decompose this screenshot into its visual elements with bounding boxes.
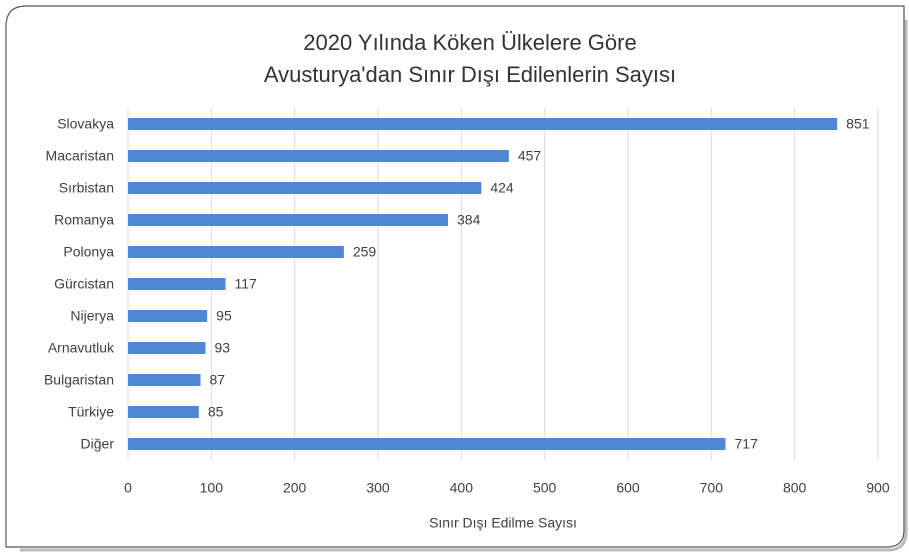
x-tick-label: 0 xyxy=(124,480,132,496)
y-tick-label: Gürcistan xyxy=(54,276,114,292)
y-tick-label: Slovakya xyxy=(57,116,114,132)
bar xyxy=(128,150,509,162)
x-tick-label: 900 xyxy=(866,480,890,496)
value-label: 259 xyxy=(353,244,377,260)
y-tick-label: Nijerya xyxy=(70,308,114,324)
value-label: 717 xyxy=(735,436,759,452)
y-tick-label: Macaristan xyxy=(46,148,114,164)
chart-title: 2020 Yılında Köken Ülkelere Göre xyxy=(303,30,636,55)
x-tick-label: 800 xyxy=(783,480,807,496)
value-label: 384 xyxy=(457,212,481,228)
value-label: 85 xyxy=(208,404,224,420)
frame-shadow xyxy=(20,20,908,552)
x-tick-label: 700 xyxy=(700,480,724,496)
x-tick-label: 300 xyxy=(366,480,390,496)
y-tick-label: Bulgaristan xyxy=(44,372,114,388)
bar xyxy=(128,342,206,354)
bar xyxy=(128,182,482,194)
value-label: 95 xyxy=(216,308,232,324)
x-axis-title: Sınır Dışı Edilme Sayısı xyxy=(429,515,577,531)
x-tick-label: 100 xyxy=(200,480,224,496)
y-tick-label: Diğer xyxy=(81,436,115,452)
bar xyxy=(128,374,201,386)
bar xyxy=(128,246,344,258)
x-tick-label: 500 xyxy=(533,480,557,496)
bar xyxy=(128,406,199,418)
y-tick-label: Türkiye xyxy=(68,404,114,420)
bar xyxy=(128,214,448,226)
chart-title: Avusturya'dan Sınır Dışı Edilenlerin Say… xyxy=(264,62,676,87)
value-label: 457 xyxy=(518,148,542,164)
x-tick-label: 400 xyxy=(450,480,474,496)
frame xyxy=(5,5,905,548)
y-tick-label: Polonya xyxy=(63,244,114,260)
value-label: 851 xyxy=(846,116,870,132)
value-label: 93 xyxy=(215,340,231,356)
bar xyxy=(128,278,226,290)
bar xyxy=(128,310,208,322)
y-tick-label: Arnavutluk xyxy=(48,340,115,356)
bar xyxy=(128,438,726,450)
bar xyxy=(128,118,838,130)
value-label: 87 xyxy=(210,372,226,388)
y-tick-label: Romanya xyxy=(54,212,114,228)
x-tick-label: 200 xyxy=(283,480,307,496)
x-tick-label: 600 xyxy=(616,480,640,496)
value-label: 424 xyxy=(490,180,514,196)
value-label: 117 xyxy=(235,276,258,292)
y-tick-label: Sırbistan xyxy=(59,180,114,196)
